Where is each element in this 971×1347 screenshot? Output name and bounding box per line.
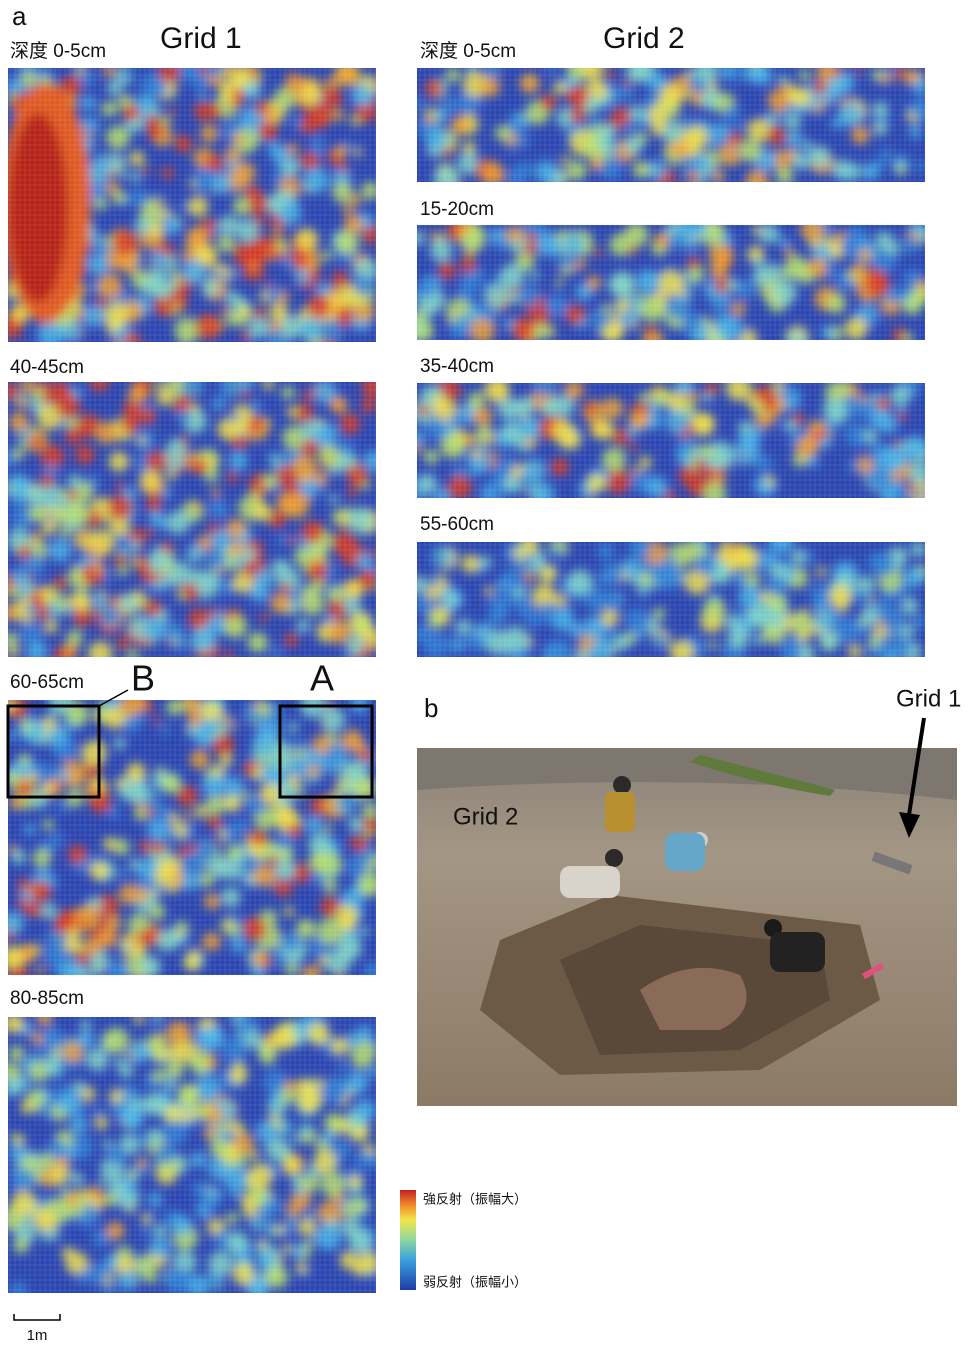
map-texture: [8, 700, 376, 975]
map-texture: [417, 383, 925, 498]
colorbar: [400, 1190, 416, 1290]
photo: [417, 748, 957, 1106]
gpr-map: [0, 373, 385, 667]
box-label: A: [310, 658, 334, 699]
legend-label: 弱反射（振幅小）: [423, 1274, 527, 1289]
panel-label: b: [424, 693, 438, 723]
gpr-map: [405, 372, 934, 507]
gpr-map: [413, 56, 935, 193]
grid-title: Grid 1: [160, 22, 242, 55]
grid-title: Grid 2: [603, 22, 685, 55]
box-label: B: [131, 658, 155, 699]
depth-label: 55-60cm: [420, 514, 494, 535]
depth-label: 80-85cm: [10, 988, 84, 1009]
legend-label: 強反射（振幅大）: [423, 1191, 527, 1206]
photo-label: Grid 2: [453, 803, 518, 830]
gpr-map: [1, 57, 381, 355]
scale-bar: [14, 1314, 60, 1320]
map-texture: [8, 1017, 376, 1293]
map-texture: [8, 68, 376, 342]
depth-label: 60-65cm: [10, 672, 84, 693]
depth-label: 35-40cm: [420, 356, 494, 377]
scale-label: 1m: [27, 1327, 48, 1344]
depth-label: 深度 0-5cm: [10, 40, 106, 62]
map-texture: [417, 542, 925, 657]
gpr-map: [0, 1010, 381, 1301]
photo-label: Grid 1: [896, 685, 961, 712]
map-texture: [417, 68, 925, 182]
depth-label: 40-45cm: [10, 357, 84, 378]
figure: a Grid 1 Grid 2 深度 0-5cm 40-45cm 60-65cm…: [0, 0, 971, 1347]
gpr-map: [405, 213, 935, 351]
gpr-map: [0, 690, 382, 984]
map-texture: [417, 225, 925, 340]
map-texture: [8, 382, 376, 657]
depth-label: 15-20cm: [420, 199, 494, 220]
gpr-map: [409, 530, 929, 667]
depth-label: 深度 0-5cm: [420, 40, 516, 62]
panel-label: a: [12, 1, 27, 31]
